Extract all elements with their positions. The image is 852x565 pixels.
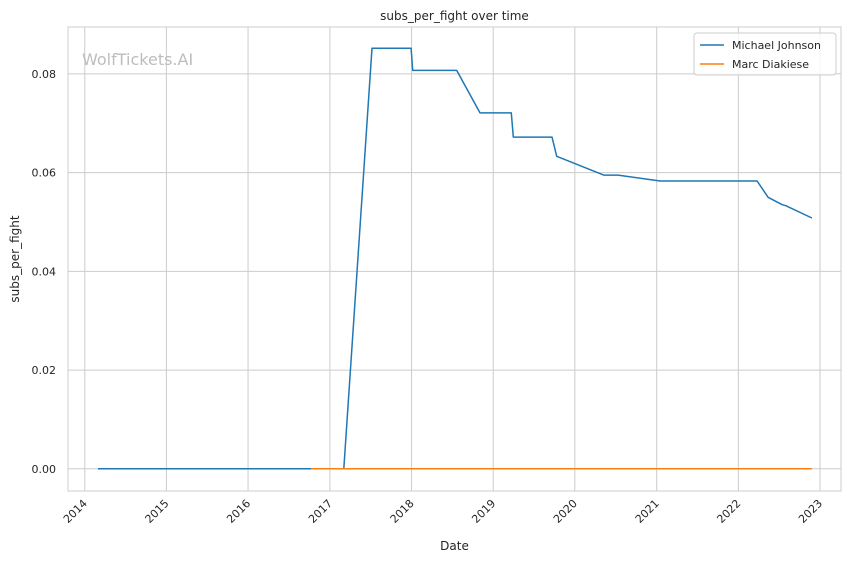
x-tick-label: 2020	[551, 497, 580, 526]
y-tick-label: 0.02	[32, 364, 57, 377]
legend-label-marc-diakiese: Marc Diakiese	[732, 58, 809, 71]
y-tick-label: 0.06	[32, 167, 57, 180]
x-axis-label: Date	[440, 539, 469, 553]
x-tick-label: 2014	[61, 497, 90, 526]
y-tick-labels: 0.00 0.02 0.04 0.06 0.08	[32, 68, 57, 476]
plot-frame	[67, 26, 842, 492]
y-tick-label: 0.00	[32, 463, 57, 476]
watermark: WolfTickets.AI	[82, 50, 193, 69]
legend-label-michael-johnson: Michael Johnson	[732, 39, 821, 52]
x-tick-label: 2022	[714, 497, 743, 526]
x-tick-labels: 2014 2015 2016 2017 2018 2019 2020 2021 2022 2023	[61, 497, 825, 526]
series-line-michael-johnson	[98, 47, 813, 470]
x-tick-label: 2015	[143, 497, 172, 526]
grid-layer	[68, 27, 841, 491]
y-axis-label: subs_per_fight	[8, 215, 22, 302]
x-tick-label: 2018	[388, 497, 417, 526]
x-tick-label: 2023	[796, 497, 825, 526]
y-tick-label: 0.04	[32, 265, 57, 278]
legend-box	[693, 32, 837, 76]
y-tick-label: 0.08	[32, 68, 57, 81]
legend: Michael Johnson Marc Diakiese	[693, 32, 837, 76]
x-tick-label: 2016	[224, 497, 253, 526]
chart-title: subs_per_fight over time	[380, 9, 529, 23]
x-tick-label: 2019	[469, 497, 498, 526]
series-layer	[98, 47, 813, 470]
x-tick-label: 2021	[633, 497, 662, 526]
x-tick-label: 2017	[306, 497, 335, 526]
